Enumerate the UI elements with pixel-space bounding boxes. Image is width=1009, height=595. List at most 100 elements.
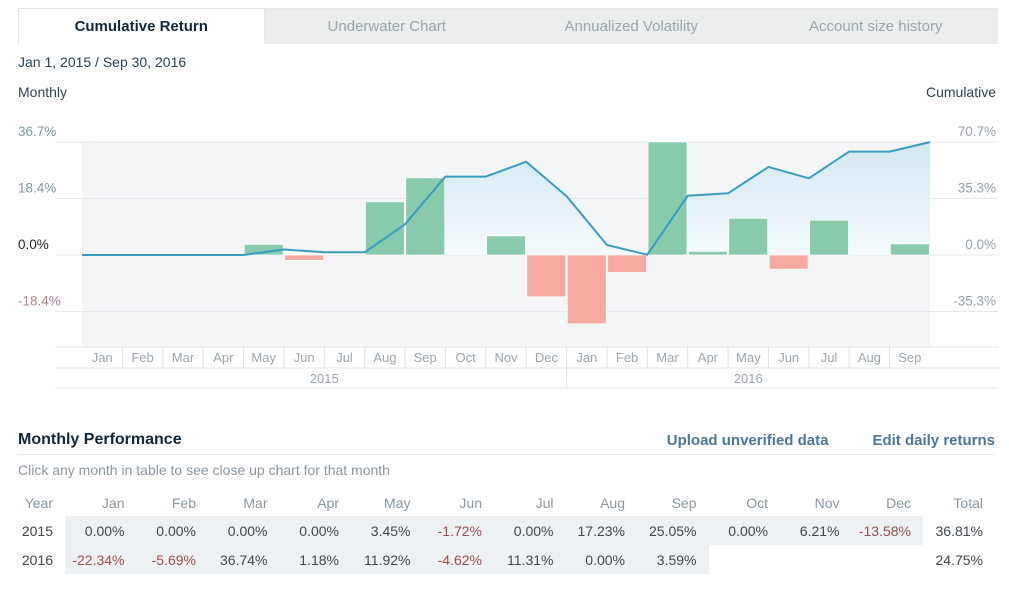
monthly-return-bar[interactable]: [647, 141, 688, 256]
column-header: Feb: [171, 495, 196, 511]
column-header: Total: [953, 495, 983, 511]
month-cell[interactable]: -4.62%: [422, 545, 494, 574]
month-tick-label: Feb: [616, 350, 638, 365]
month-cell: [852, 545, 924, 574]
tab-underwater-chart[interactable]: Underwater Chart: [264, 8, 509, 44]
month-cell[interactable]: -1.72%: [422, 516, 494, 545]
right-axis-tick-label: 70.7%: [958, 124, 996, 139]
month-tick-label: Jul: [336, 350, 353, 365]
monthly-return-bar[interactable]: [809, 219, 849, 256]
month-tick-label: May: [736, 350, 761, 365]
left-axis-tick-label: 18.4%: [18, 181, 56, 196]
edit-daily-returns-link[interactable]: Edit daily returns: [872, 431, 995, 449]
month-tick-label: Jan: [576, 350, 597, 365]
month-tick-label: Mar: [656, 350, 679, 365]
total-cell: 36.81%: [935, 522, 983, 539]
month-cell[interactable]: 0.00%: [565, 545, 637, 574]
column-header: Apr: [317, 495, 339, 511]
month-cell: [780, 545, 852, 574]
year-cell: 2016: [21, 551, 53, 568]
month-cell: [709, 545, 781, 574]
month-tick-label: Jul: [821, 350, 838, 365]
table-hint: Click any month in table to see close up…: [18, 462, 390, 478]
month-tick-label: Oct: [455, 350, 476, 365]
monthly-return-bar[interactable]: [284, 254, 324, 261]
month-cell[interactable]: 6.21%: [780, 516, 852, 545]
date-range: Jan 1, 2015 / Sep 30, 2016: [18, 54, 187, 70]
left-axis-tick-label: -18.4%: [18, 294, 61, 309]
month-cell[interactable]: 17.23%: [565, 516, 637, 545]
monthly-performance-header: Monthly Performance Upload unverified da…: [18, 426, 995, 455]
tab-account-size-history[interactable]: Account size history: [753, 8, 998, 44]
month-tick-label: Jun: [778, 350, 799, 365]
right-axis-tick-label: -35.3%: [953, 294, 996, 309]
cumulative-area: [82, 142, 930, 255]
monthly-return-bar[interactable]: [607, 254, 647, 273]
month-cell[interactable]: 0.00%: [279, 516, 351, 545]
month-cell[interactable]: -22.34%: [65, 545, 137, 574]
monthly-return-bar[interactable]: [526, 254, 567, 298]
month-tick-label: Mar: [172, 350, 195, 365]
chart-tabs: Cumulative Return Underwater Chart Annua…: [18, 8, 998, 44]
monthly-return-bar[interactable]: [486, 235, 526, 256]
month-cell[interactable]: 11.92%: [351, 545, 423, 574]
upload-unverified-data-link[interactable]: Upload unverified data: [666, 431, 829, 449]
column-header: Sep: [671, 495, 697, 511]
month-cell[interactable]: 1.18%: [279, 545, 351, 574]
total-cell: 24.75%: [935, 551, 983, 568]
right-axis-tick-label: 35.3%: [958, 181, 996, 196]
column-header: May: [384, 495, 411, 511]
table-header-row: Year Jan Feb Mar Apr May Jun Jul Aug Sep Oct Nov Dec…: [18, 490, 995, 516]
column-header: Jan: [101, 495, 125, 511]
monthly-return-bar[interactable]: [405, 177, 446, 256]
month-tick-label: May: [251, 350, 276, 365]
table-row: 2016 -22.34% -5.69% 36.74% 1.18% 11.92% -4.62%…: [18, 545, 995, 574]
month-tick-label: Dec: [535, 350, 559, 365]
month-cell[interactable]: -13.58%: [851, 516, 923, 545]
column-header: Year: [24, 495, 53, 511]
tab-annualized-volatility[interactable]: Annualized Volatility: [509, 8, 754, 44]
section-title: Monthly Performance: [18, 431, 182, 448]
cumulative-line: [82, 141, 931, 256]
month-tick-label: Aug: [858, 350, 881, 365]
table-row: 2015 0.00% 0.00% 0.00% 0.00% 3.45% -1.72% 0.00%…: [18, 516, 995, 545]
tab-cumulative-return[interactable]: Cumulative Return: [18, 8, 265, 44]
monthly-return-bar[interactable]: [890, 243, 930, 256]
month-tick-label: Sep: [898, 350, 921, 365]
month-tick-label: Sep: [414, 350, 437, 365]
right-axis-tick-label: 0.0%: [965, 237, 996, 252]
month-cell[interactable]: 0.00%: [494, 516, 566, 545]
column-header: Aug: [600, 495, 625, 511]
month-cell[interactable]: 11.31%: [494, 545, 566, 574]
year-cell: 2015: [21, 522, 53, 539]
month-tick-label: Aug: [373, 350, 396, 365]
month-cell[interactable]: 3.45%: [351, 516, 423, 545]
column-header: Mar: [243, 495, 268, 511]
column-header: Nov: [814, 495, 840, 511]
month-tick-label: Jan: [92, 350, 113, 365]
monthly-return-bar[interactable]: [768, 254, 809, 270]
month-cell[interactable]: 0.00%: [208, 516, 280, 545]
performance-chart: 36.7% 18.4% 0.0% -18.4% 70.7% 35.3% 0.0% -35.3%…: [18, 124, 998, 389]
month-cell[interactable]: 0.00%: [708, 516, 780, 545]
month-tick-label: Nov: [494, 350, 518, 365]
month-cell[interactable]: 36.74%: [208, 545, 280, 574]
monthly-return-bar[interactable]: [728, 217, 769, 256]
right-axis-title: Cumulative: [925, 84, 996, 100]
month-tick-label: Apr: [698, 350, 719, 365]
month-cell[interactable]: 0.00%: [65, 516, 137, 545]
monthly-return-bar[interactable]: [688, 251, 728, 256]
column-header: Oct: [746, 495, 768, 511]
left-axis-title: Monthly: [18, 84, 68, 100]
month-tick-label: Apr: [213, 350, 234, 365]
left-axis-tick-label: 0.0%: [18, 237, 49, 252]
month-cell[interactable]: 3.59%: [637, 545, 709, 574]
year-tick-label: 2016: [734, 371, 763, 386]
monthly-return-bar[interactable]: [566, 254, 607, 325]
month-cell[interactable]: -5.69%: [136, 545, 208, 574]
month-tick-label: Jun: [294, 350, 315, 365]
column-header: Jul: [535, 495, 554, 511]
month-cell[interactable]: 25.05%: [637, 516, 709, 545]
month-cell[interactable]: 0.00%: [136, 516, 208, 545]
